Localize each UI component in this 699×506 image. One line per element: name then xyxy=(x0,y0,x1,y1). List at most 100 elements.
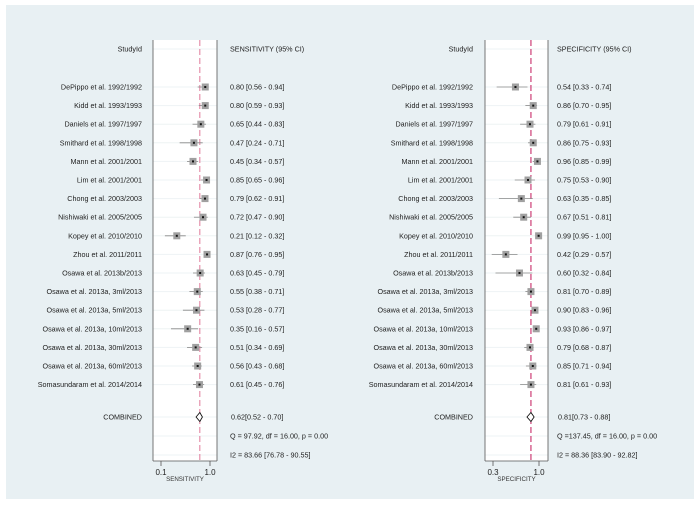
sensitivity-panel xyxy=(152,40,218,466)
study-estimate-text: 0.51 [0.34 - 0.69] xyxy=(230,343,284,352)
study-label: Somasundaram et al. 2014/2014 xyxy=(38,380,142,389)
study-estimate-text: 0.42 [0.29 - 0.57] xyxy=(557,250,611,259)
point-estimate-marker xyxy=(194,346,197,349)
study-label: Chong et al. 2003/2003 xyxy=(67,194,142,203)
point-estimate-marker xyxy=(520,197,523,200)
study-estimate-text: 0.21 [0.12 - 0.32] xyxy=(230,231,284,240)
study-estimate-text: 0.81 [0.61 - 0.93] xyxy=(557,380,611,389)
point-estimate-marker xyxy=(186,327,189,330)
study-label: Osawa et al. 2013a, 60ml/2013 xyxy=(43,362,143,371)
study-estimate-text: 0.65 [0.44 - 0.83] xyxy=(230,120,284,129)
study-estimate-text: 0.60 [0.32 - 0.84] xyxy=(557,269,611,278)
study-label: Mann et al. 2001/2001 xyxy=(70,157,142,166)
sensitivity-header-studyid: StudyId xyxy=(118,45,142,54)
study-estimate-text: 0.85 [0.65 - 0.96] xyxy=(230,176,284,185)
point-estimate-marker xyxy=(537,234,540,237)
point-estimate-marker xyxy=(203,197,206,200)
figure-background xyxy=(6,5,694,499)
point-estimate-marker xyxy=(204,86,207,88)
specificity-combined-estimate-text: 0.81[0.73 - 0.88] xyxy=(558,413,610,422)
study-estimate-text: 0.87 [0.76 - 0.95] xyxy=(230,250,284,259)
study-estimate-text: 0.54 [0.33 - 0.74] xyxy=(557,83,611,92)
study-label: Kopey et al. 2010/2010 xyxy=(399,231,473,240)
specificity-x-axis-title: SPECIFICITY xyxy=(497,476,535,483)
specificity-panel xyxy=(484,40,549,466)
study-label: Zhou et al. 2011/2011 xyxy=(73,250,142,259)
point-estimate-marker xyxy=(199,272,202,274)
study-estimate-text: 0.79 [0.62 - 0.91] xyxy=(230,194,284,203)
point-estimate-marker xyxy=(204,104,207,107)
point-estimate-marker xyxy=(514,86,517,88)
point-estimate-marker xyxy=(206,253,209,256)
specificity-header-estimate: SPECIFICITY (95% CI) xyxy=(557,45,632,54)
study-label: Osawa et al. 2013a, 5ml/2013 xyxy=(47,306,143,315)
study-label: Osawa et al. 2013a, 3ml/2013 xyxy=(378,287,474,296)
study-label: Zhou et al. 2011/2011 xyxy=(404,250,473,259)
point-estimate-marker xyxy=(196,365,199,367)
study-label: Mann et al. 2001/2001 xyxy=(401,157,473,166)
specificity-combined-label: COMBINED xyxy=(434,413,473,422)
study-estimate-text: 0.72 [0.47 - 0.90] xyxy=(230,213,284,222)
specificity-plot-area xyxy=(485,40,548,461)
point-estimate-marker xyxy=(532,104,535,107)
specificity-combined-diamond xyxy=(526,411,535,423)
study-label: Daniels et al. 1997/1997 xyxy=(64,120,142,129)
study-label: Osawa et al. 2013a, 30ml/2013 xyxy=(374,343,474,352)
sensitivity-x-tick-label: 1.0 xyxy=(204,468,216,477)
study-label: Nishiwaki et al. 2005/2005 xyxy=(58,213,142,222)
study-estimate-text: 0.53 [0.28 - 0.77] xyxy=(230,306,284,315)
study-label: Kidd et al. 1993/1993 xyxy=(405,101,473,110)
study-label: Daniels et al. 1997/1997 xyxy=(395,120,473,129)
study-label: Kopey et al. 2010/2010 xyxy=(68,231,142,240)
study-estimate-text: 0.75 [0.53 - 0.90] xyxy=(557,176,611,185)
sensitivity-x-axis-title: SENSITIVITY xyxy=(166,476,204,483)
study-estimate-text: 0.45 [0.34 - 0.57] xyxy=(230,157,284,166)
sensitivity-heterogeneity-text: Q = 97.92, df = 16.00, p = 0.00 xyxy=(230,432,328,441)
study-label: Lim et al. 2001/2001 xyxy=(408,176,473,185)
point-estimate-marker xyxy=(196,290,199,293)
study-estimate-text: 0.99 [0.95 - 1.00] xyxy=(557,231,611,240)
study-label: Chong et al. 2003/2003 xyxy=(398,194,473,203)
sensitivity-plot-area xyxy=(153,40,217,461)
point-estimate-marker xyxy=(531,365,534,367)
study-estimate-text: 0.86 [0.70 - 0.95] xyxy=(557,101,611,110)
sensitivity-header-estimate: SENSITIVITY (95% CI) xyxy=(230,45,304,54)
study-estimate-text: 0.63 [0.35 - 0.85] xyxy=(557,194,611,203)
study-label: Osawa et al. 2013a, 30ml/2013 xyxy=(43,343,143,352)
study-label: Osawa et al. 2013b/2013 xyxy=(393,269,473,278)
study-estimate-text: 0.86 [0.75 - 0.93] xyxy=(557,138,611,147)
specificity-x-tick-label: 0.3 xyxy=(487,468,499,477)
specificity-heterogeneity-text: Q =137.45, df = 16.00, p = 0.00 xyxy=(557,432,657,441)
point-estimate-marker xyxy=(199,123,202,126)
study-estimate-text: 0.81 [0.70 - 0.89] xyxy=(557,287,611,296)
study-label: Kidd et al. 1993/1993 xyxy=(74,101,142,110)
point-estimate-marker xyxy=(536,160,539,163)
point-estimate-marker xyxy=(504,253,507,256)
study-label: Osawa et al. 2013a, 10ml/2013 xyxy=(43,324,143,333)
study-label: DePippo et al. 1992/1992 xyxy=(392,83,473,92)
sensitivity-combined-diamond xyxy=(195,411,203,423)
point-estimate-marker xyxy=(528,346,531,349)
point-estimate-marker xyxy=(527,179,530,181)
sensitivity-combined-estimate-text: 0.62[0.52 - 0.70] xyxy=(231,413,283,422)
point-estimate-marker xyxy=(532,141,535,144)
point-estimate-marker xyxy=(198,383,201,386)
study-label: DePippo et al. 1992/1992 xyxy=(61,83,142,92)
study-label: Osawa et al. 2013b/2013 xyxy=(62,269,142,278)
specificity-i2-text: I2 = 88.36 [83.90 - 92.82] xyxy=(557,451,638,460)
point-estimate-marker xyxy=(192,160,195,163)
study-label: Somasundaram et al. 2014/2014 xyxy=(369,380,473,389)
point-estimate-marker xyxy=(528,123,531,126)
sensitivity-i2-text: I2 = 83.66 [76.78 - 90.55] xyxy=(230,451,311,460)
study-estimate-text: 0.79 [0.61 - 0.91] xyxy=(557,120,611,129)
study-label: Osawa et al. 2013a, 3ml/2013 xyxy=(47,287,143,296)
study-label: Osawa et al. 2013a, 10ml/2013 xyxy=(374,324,474,333)
point-estimate-marker xyxy=(529,290,532,293)
point-estimate-marker xyxy=(529,383,532,386)
point-estimate-marker xyxy=(522,216,525,219)
study-estimate-text: 0.55 [0.38 - 0.71] xyxy=(230,287,284,296)
study-estimate-text: 0.90 [0.83 - 0.96] xyxy=(557,306,611,315)
study-estimate-text: 0.79 [0.68 - 0.87] xyxy=(557,343,611,352)
study-label: Smithard et al. 1998/1998 xyxy=(391,138,473,147)
